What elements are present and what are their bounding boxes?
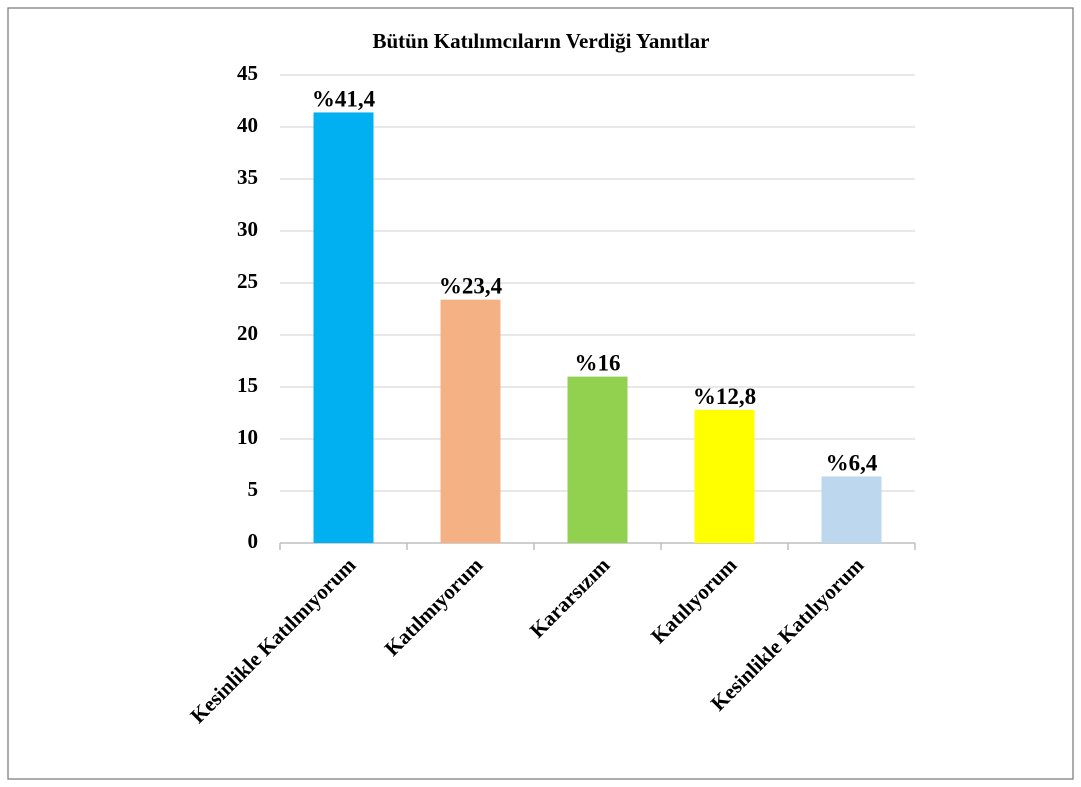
bar (313, 112, 374, 543)
y-tick-label: 10 (237, 425, 258, 449)
y-tick-label: 45 (237, 61, 258, 85)
value-label: %12,8 (693, 384, 756, 409)
y-tick-label: 35 (237, 165, 258, 189)
y-tick-label: 40 (237, 113, 258, 137)
value-label: %41,4 (312, 86, 376, 111)
y-tick-label: 15 (237, 373, 258, 397)
y-tick-label: 30 (237, 217, 258, 241)
y-tick-label: 5 (248, 477, 259, 501)
value-label: %6,4 (826, 450, 878, 475)
y-tick-label: 0 (248, 529, 259, 553)
value-label: %23,4 (439, 274, 503, 299)
y-tick-label: 20 (237, 321, 258, 345)
chart-title: Bütün Katılımcıların Verdiği Yanıtlar (372, 29, 709, 53)
bar (440, 299, 501, 543)
chart-border (7, 7, 1074, 780)
y-tick-label: 25 (237, 269, 258, 293)
bar (821, 476, 882, 543)
bar (694, 409, 755, 543)
value-label: %16 (575, 351, 621, 376)
bar (567, 376, 628, 543)
